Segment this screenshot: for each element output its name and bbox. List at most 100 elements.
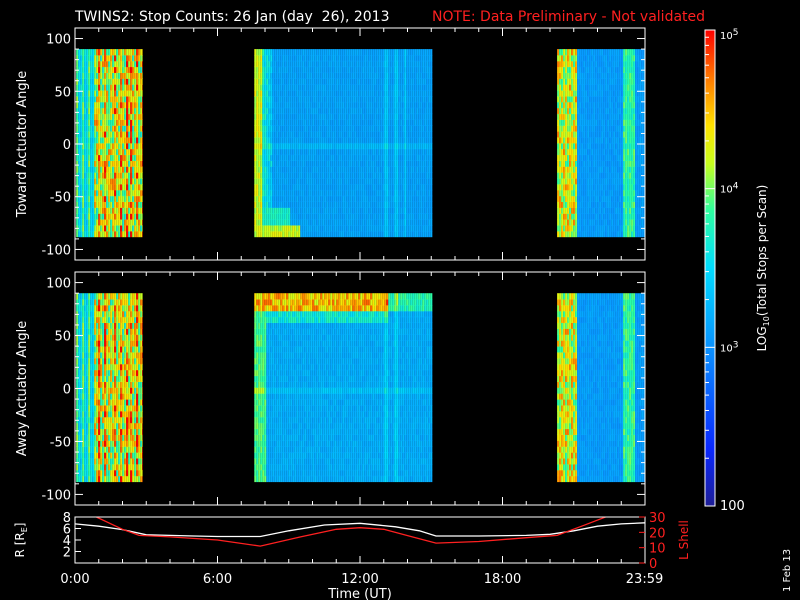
- heatmap-cell: [138, 78, 141, 85]
- heatmap-cell: [272, 154, 275, 161]
- heatmap-cell: [374, 172, 377, 179]
- heatmap-cell: [388, 184, 391, 191]
- heatmap-cell: [100, 125, 103, 132]
- heatmap-cell: [298, 78, 301, 85]
- heatmap-cell: [122, 137, 125, 144]
- heatmap-cell: [410, 96, 413, 103]
- heatmap-cell: [426, 78, 429, 85]
- heatmap-cell: [358, 172, 361, 179]
- heatmap-cell: [557, 160, 560, 167]
- heatmap-cell: [90, 201, 93, 208]
- heatmap-cell: [613, 172, 616, 179]
- heatmap-cell: [104, 154, 107, 161]
- heatmap-cell: [382, 78, 385, 85]
- heatmap-cell: [260, 178, 263, 185]
- heatmap-cell: [374, 142, 377, 150]
- heatmap-cell: [84, 101, 87, 109]
- heatmap-cell: [591, 195, 594, 202]
- heatmap-cell: [386, 55, 389, 62]
- heatmap-cell: [422, 230, 425, 238]
- heatmap-cell: [430, 142, 433, 150]
- heatmap-cell: [296, 90, 299, 97]
- heatmap-cell: [298, 230, 301, 238]
- heatmap-cell: [420, 119, 423, 126]
- heatmap-cell: [565, 49, 568, 56]
- heatmap-cell: [609, 55, 612, 62]
- heatmap-cell: [136, 189, 139, 197]
- heatmap-cell: [368, 72, 371, 79]
- heatmap-cell: [120, 137, 123, 144]
- heatmap-cell: [581, 78, 584, 85]
- heatmap-cell: [352, 131, 355, 138]
- heatmap-cell: [348, 49, 351, 56]
- heatmap-cell: [615, 195, 618, 202]
- heatmap-cell: [398, 84, 401, 91]
- heatmap-cell: [314, 131, 317, 138]
- heatmap-cell: [122, 101, 125, 109]
- heatmap-cell: [80, 154, 83, 161]
- heatmap-cell: [82, 55, 85, 62]
- heatmap-cell: [599, 107, 602, 115]
- heatmap-cell: [290, 49, 293, 56]
- heatmap-cell: [428, 107, 431, 115]
- heatmap-cell: [310, 213, 313, 220]
- heatmap-cell: [577, 72, 580, 79]
- heatmap-cell: [350, 213, 353, 220]
- heatmap-cell: [302, 213, 305, 220]
- heatmap-cell: [587, 113, 590, 120]
- heatmap-cell: [326, 66, 329, 73]
- heatmap-cell: [396, 207, 399, 214]
- heatmap-cell: [579, 119, 582, 126]
- heatmap-cell: [386, 154, 389, 161]
- heatmap-cell: [110, 189, 113, 197]
- heatmap-cell: [138, 119, 141, 126]
- heatmap-cell: [366, 178, 369, 185]
- heatmap-cell: [599, 184, 602, 191]
- heatmap-cell: [138, 230, 141, 238]
- heatmap-cell: [256, 154, 259, 161]
- heatmap-cell: [92, 113, 95, 120]
- heatmap-cell: [294, 201, 297, 208]
- heatmap-cell: [368, 55, 371, 62]
- heatmap-cell: [76, 166, 79, 173]
- heatmap-cell: [404, 55, 407, 62]
- heatmap-cell: [597, 172, 600, 179]
- heatmap-cell: [286, 72, 289, 79]
- heatmap-cell: [356, 142, 359, 150]
- heatmap-cell: [134, 166, 137, 173]
- heatmap-cell: [350, 137, 353, 144]
- heatmap-cell: [314, 60, 317, 68]
- heatmap-cell: [320, 49, 323, 56]
- heatmap-cell: [404, 119, 407, 126]
- heatmap-cell: [336, 230, 339, 238]
- heatmap-cell: [322, 184, 325, 191]
- heatmap-cell: [280, 213, 283, 220]
- heatmap-cell: [569, 166, 572, 173]
- heatmap-cell: [338, 90, 341, 97]
- heatmap-cell: [617, 101, 620, 109]
- heatmap-cell: [114, 96, 117, 103]
- heatmap-cell: [603, 225, 606, 232]
- heatmap-cell: [422, 201, 425, 208]
- heatmap-cell: [416, 131, 419, 138]
- heatmap-cell: [294, 90, 297, 97]
- heatmap-cell: [312, 96, 315, 103]
- heatmap-cell: [138, 189, 141, 197]
- heatmap-cell: [268, 72, 271, 79]
- heatmap-cell: [286, 84, 289, 91]
- heatmap-cell: [569, 195, 572, 202]
- heatmap-cell: [418, 55, 421, 62]
- heatmap-cell: [114, 148, 117, 156]
- heatmap-cell: [561, 213, 564, 220]
- heatmap-cell: [256, 119, 259, 126]
- heatmap-cell: [581, 137, 584, 144]
- heatmap-cell: [100, 84, 103, 91]
- heatmap-cell: [102, 66, 105, 73]
- heatmap-cell: [585, 55, 588, 62]
- heatmap-cell: [591, 113, 594, 120]
- heatmap-cell: [310, 195, 313, 202]
- heatmap-cell: [569, 207, 572, 214]
- heatmap-cell: [300, 49, 303, 56]
- heatmap-cell: [316, 184, 319, 191]
- heatmap-cell: [583, 66, 586, 73]
